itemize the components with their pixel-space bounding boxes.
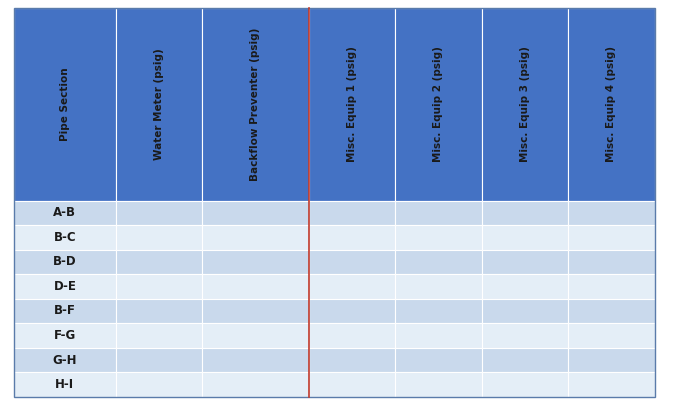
Bar (116, 299, 202, 323)
Bar (14, 249, 116, 274)
Bar (14, 299, 116, 323)
Bar (309, 200, 395, 225)
Bar (309, 372, 395, 397)
Bar (116, 323, 202, 348)
Text: B-F: B-F (54, 305, 76, 318)
Bar (482, 372, 568, 397)
Bar (395, 348, 482, 372)
Bar (395, 200, 482, 225)
Bar (482, 274, 568, 299)
Text: D-E: D-E (53, 280, 76, 293)
Bar (116, 372, 202, 397)
Bar (309, 249, 395, 274)
Bar (116, 348, 202, 372)
Bar (202, 372, 309, 397)
Text: G-H: G-H (52, 354, 77, 367)
Bar (14, 8, 116, 200)
Bar (568, 299, 655, 323)
Bar (309, 348, 395, 372)
Bar (202, 225, 309, 249)
Text: B-D: B-D (53, 256, 76, 269)
Bar (14, 372, 116, 397)
Text: Pipe Section: Pipe Section (60, 68, 70, 141)
Bar (482, 200, 568, 225)
Bar (14, 274, 116, 299)
Bar (309, 225, 395, 249)
Bar (202, 249, 309, 274)
Bar (482, 225, 568, 249)
Bar (568, 372, 655, 397)
Bar (309, 8, 395, 200)
Bar (116, 225, 202, 249)
Bar (395, 274, 482, 299)
Bar (568, 249, 655, 274)
Bar (482, 323, 568, 348)
Bar (309, 323, 395, 348)
Bar (14, 323, 116, 348)
Bar (202, 348, 309, 372)
Bar (309, 299, 395, 323)
Text: Misc. Equip 2 (psig): Misc. Equip 2 (psig) (433, 47, 444, 162)
Bar (14, 200, 116, 225)
Bar (202, 323, 309, 348)
Bar (116, 8, 202, 200)
Text: F-G: F-G (54, 329, 76, 342)
Bar (395, 299, 482, 323)
Bar (568, 274, 655, 299)
Bar (202, 200, 309, 225)
Bar (202, 8, 309, 200)
Bar (568, 200, 655, 225)
Bar (482, 299, 568, 323)
Bar (568, 348, 655, 372)
Text: Water Meter (psig): Water Meter (psig) (154, 49, 164, 160)
Text: A-B: A-B (53, 206, 76, 220)
Bar (568, 323, 655, 348)
Bar (202, 274, 309, 299)
Bar (116, 249, 202, 274)
Bar (395, 8, 482, 200)
Bar (14, 225, 116, 249)
Bar (395, 225, 482, 249)
Bar (568, 225, 655, 249)
Bar (395, 372, 482, 397)
Bar (309, 274, 395, 299)
Bar (482, 8, 568, 200)
Bar (482, 249, 568, 274)
Text: Backflow Preventer (psig): Backflow Preventer (psig) (251, 28, 260, 181)
Bar (14, 348, 116, 372)
Bar (482, 348, 568, 372)
Text: Misc. Equip 3 (psig): Misc. Equip 3 (psig) (520, 47, 530, 162)
Bar (202, 299, 309, 323)
Bar (395, 249, 482, 274)
Bar (395, 323, 482, 348)
Bar (116, 200, 202, 225)
Text: B-C: B-C (53, 231, 76, 244)
Text: Misc. Equip 4 (psig): Misc. Equip 4 (psig) (606, 46, 616, 162)
Bar (568, 8, 655, 200)
Text: H-I: H-I (55, 378, 74, 391)
Text: Misc. Equip 1 (psig): Misc. Equip 1 (psig) (347, 47, 357, 162)
Bar (116, 274, 202, 299)
